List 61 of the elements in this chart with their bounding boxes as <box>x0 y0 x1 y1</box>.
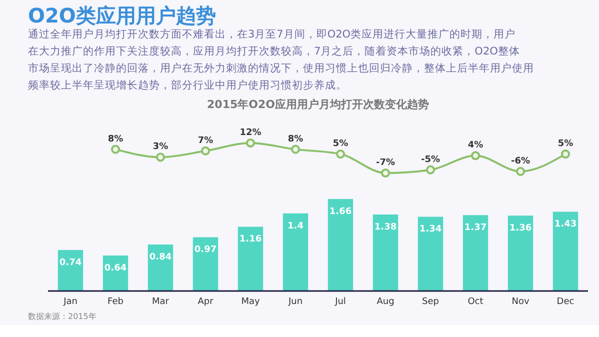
bar <box>282 213 308 291</box>
data-label: 1.34 <box>419 224 442 235</box>
data-label: 1.16 <box>239 234 262 245</box>
chart-subtitle: 2015年O2O应用用户月均打开次数变化趋势 <box>207 98 429 111</box>
x-tick-label: Aug <box>376 297 394 307</box>
bar <box>192 237 218 291</box>
bar <box>148 244 174 291</box>
data-label: 8% <box>288 134 304 144</box>
data-label: 5% <box>558 139 574 150</box>
bar <box>238 226 264 291</box>
bar <box>372 214 398 291</box>
x-tick-label: Jul <box>334 297 346 307</box>
data-label: 0.64 <box>104 264 127 274</box>
text: 通过全年用户月均打开次数方面不难看出，在3月至7月间，即O2O类应用进行大量推广的时期，用户在大力推广的作用下关注度较高，应用月均打开次数较高，7月之后，随着资本市场的收紧，O2O整体市场呈现出了冷静的回落，用户在无外力刺激的情况下，使用习惯上也回归冷静，整体上后半年用户使用频率较上半年呈现增长趋势，部分行业中用户使用习惯初步养成。 <box>28 28 534 92</box>
point <box>516 166 526 176</box>
source-note: 数据来源：2015年 <box>28 312 96 321</box>
data-label: 4% <box>468 140 484 151</box>
point <box>200 146 210 156</box>
data-label: 0.97 <box>194 245 217 256</box>
data-label: 1.36 <box>509 224 532 234</box>
data-label: -7% <box>376 158 396 168</box>
data-label: 12% <box>240 128 262 138</box>
data-label: 1.66 <box>329 207 352 217</box>
data-label: 1.4 <box>288 221 304 232</box>
x-tick-label: Dec <box>556 297 574 307</box>
data-label: 1.43 <box>554 220 577 230</box>
bar <box>58 250 84 291</box>
data-label: 0.84 <box>149 252 172 262</box>
x-tick-label: Sep <box>422 297 440 307</box>
data-label: 8% <box>108 134 124 144</box>
data-label: 0.74 <box>59 258 82 268</box>
data-label: 5% <box>332 139 348 150</box>
data-label: -5% <box>420 154 440 165</box>
bar <box>462 215 488 291</box>
x-tick-label: Apr <box>198 297 214 307</box>
point <box>470 151 480 160</box>
chart-title: O2O类应用用户趋势 <box>28 4 216 28</box>
bar <box>418 216 444 291</box>
point <box>246 138 256 148</box>
x-tick-label: Jun <box>287 297 303 307</box>
x-tick-label: Oct <box>468 297 484 307</box>
bar <box>508 216 534 291</box>
point <box>426 165 436 174</box>
point <box>156 152 166 162</box>
x-tick-label: Nov <box>512 297 530 307</box>
x-tick-label: Mar <box>152 297 170 307</box>
bar <box>328 199 354 291</box>
data-label: 1.37 <box>464 223 487 234</box>
point <box>336 150 346 159</box>
data-label: 3% <box>152 142 168 152</box>
point <box>290 144 300 154</box>
point <box>560 150 570 159</box>
bar <box>552 212 578 291</box>
x-tick-label: Jan <box>62 297 78 307</box>
point <box>110 144 120 154</box>
x-tick-label: May <box>241 297 260 307</box>
point <box>380 168 390 178</box>
data-label: -6% <box>510 156 530 166</box>
data-label: 7% <box>198 136 214 146</box>
x-tick-label: Feb <box>108 297 124 307</box>
data-label: 1.38 <box>374 222 397 233</box>
